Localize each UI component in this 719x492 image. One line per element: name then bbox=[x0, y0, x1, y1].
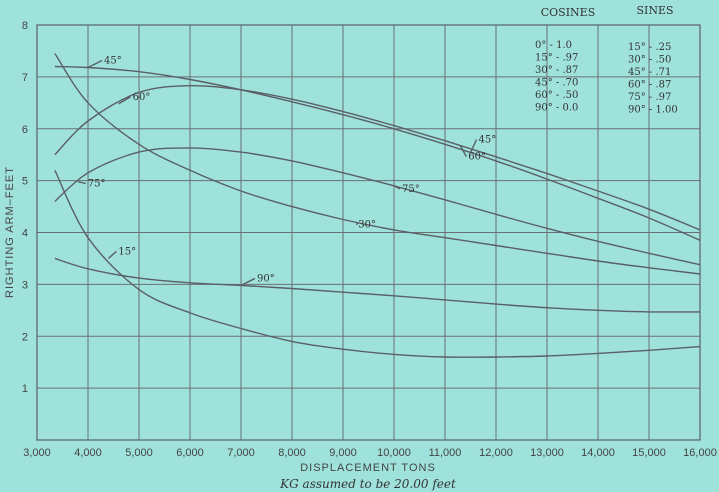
curve-15deg bbox=[54, 169, 701, 358]
y-tick-label: 3 bbox=[22, 279, 28, 291]
x-tick-label: 4,000 bbox=[74, 447, 102, 459]
sine-row: 30° - .50 bbox=[628, 55, 671, 66]
x-tick-label: 12,000 bbox=[479, 447, 513, 459]
cosine-row: 30° - .87 bbox=[535, 65, 578, 76]
label-leader bbox=[77, 180, 86, 185]
x-tick-label: 11,000 bbox=[429, 447, 462, 459]
y-tick-label: 6 bbox=[22, 124, 28, 136]
sine-row: 90° - 1.00 bbox=[628, 105, 678, 116]
cosine-row: 60° - .50 bbox=[535, 90, 578, 101]
y-tick-label: 1 bbox=[22, 383, 28, 395]
label-leader bbox=[240, 277, 256, 287]
x-tick-label: 3,000 bbox=[23, 447, 51, 459]
x-tick-label: 7,000 bbox=[227, 447, 255, 459]
curve-45deg bbox=[54, 65, 701, 241]
curves bbox=[54, 53, 701, 358]
curve-label: 60° bbox=[133, 92, 151, 103]
curve-label: 15° bbox=[118, 246, 136, 257]
curve-30deg bbox=[54, 53, 701, 275]
curve-label: 90° bbox=[257, 273, 275, 284]
x-tick-label: 15,000 bbox=[632, 447, 666, 459]
y-tick-label: 2 bbox=[22, 331, 28, 343]
y-axis-label: RIGHTING ARM–FEET bbox=[4, 166, 16, 298]
x-tick-label: 8,000 bbox=[278, 447, 306, 459]
x-tick-label: 5,000 bbox=[125, 447, 153, 459]
x-tick-label: 10,000 bbox=[377, 447, 411, 459]
chart-note: KG assumed to be 20.00 feet bbox=[279, 477, 456, 491]
label-leader bbox=[87, 59, 103, 69]
label-leader bbox=[469, 139, 478, 153]
x-tick-label: 9,000 bbox=[329, 447, 357, 459]
plot-frame bbox=[36, 24, 701, 441]
cosines-heading: COSINES bbox=[541, 6, 596, 19]
sine-row: 60° - .87 bbox=[628, 80, 671, 91]
curve-label: 75° bbox=[402, 184, 420, 195]
y-tick-label: 5 bbox=[22, 176, 28, 188]
y-axis-ticks: 1 2 3 4 5 6 7 8 bbox=[22, 20, 28, 395]
curve-label: 75° bbox=[88, 179, 106, 190]
curve-label: 45° bbox=[479, 135, 497, 146]
cosine-row: 90° - 0.0 bbox=[535, 103, 578, 114]
x-tick-label: 13,000 bbox=[530, 447, 564, 459]
curve-label: 30° bbox=[358, 220, 376, 231]
curve-label: 45° bbox=[104, 56, 122, 67]
y-tick-label: 7 bbox=[22, 72, 28, 84]
x-axis-ticks: 3,000 4,000 5,000 6,000 7,000 8,000 9,000 10,00… bbox=[23, 447, 717, 459]
label-leader bbox=[118, 96, 131, 105]
label-leader bbox=[393, 185, 401, 190]
curve-90deg bbox=[54, 257, 701, 313]
x-tick-label: 16,000 bbox=[683, 447, 717, 459]
sines-heading: SINES bbox=[636, 4, 673, 17]
label-leader bbox=[107, 250, 117, 259]
sine-row: 75° - .97 bbox=[628, 92, 671, 103]
label-leader bbox=[355, 222, 359, 226]
sine-row: 15° - .25 bbox=[628, 42, 671, 53]
sine-row: 45° - .71 bbox=[628, 67, 671, 78]
curve-75deg bbox=[54, 147, 701, 266]
cosine-row: 0° - 1.0 bbox=[535, 40, 572, 51]
cosine-row: 15° - .97 bbox=[535, 53, 578, 64]
curve-60deg bbox=[54, 84, 701, 231]
x-tick-label: 6,000 bbox=[176, 447, 204, 459]
x-axis-label: DISPLACEMENT TONS bbox=[300, 462, 436, 474]
curve-labels: 15° 30° 45° 60° 75° 90° 45° 60° 75° bbox=[77, 56, 497, 287]
curve-label: 60° bbox=[468, 152, 486, 163]
x-tick-label: 14,000 bbox=[581, 447, 615, 459]
y-tick-label: 8 bbox=[22, 20, 28, 32]
label-leader bbox=[459, 145, 467, 157]
grid bbox=[36, 24, 701, 440]
y-tick-label: 4 bbox=[22, 228, 28, 240]
cosine-row: 45° - .70 bbox=[535, 78, 578, 89]
